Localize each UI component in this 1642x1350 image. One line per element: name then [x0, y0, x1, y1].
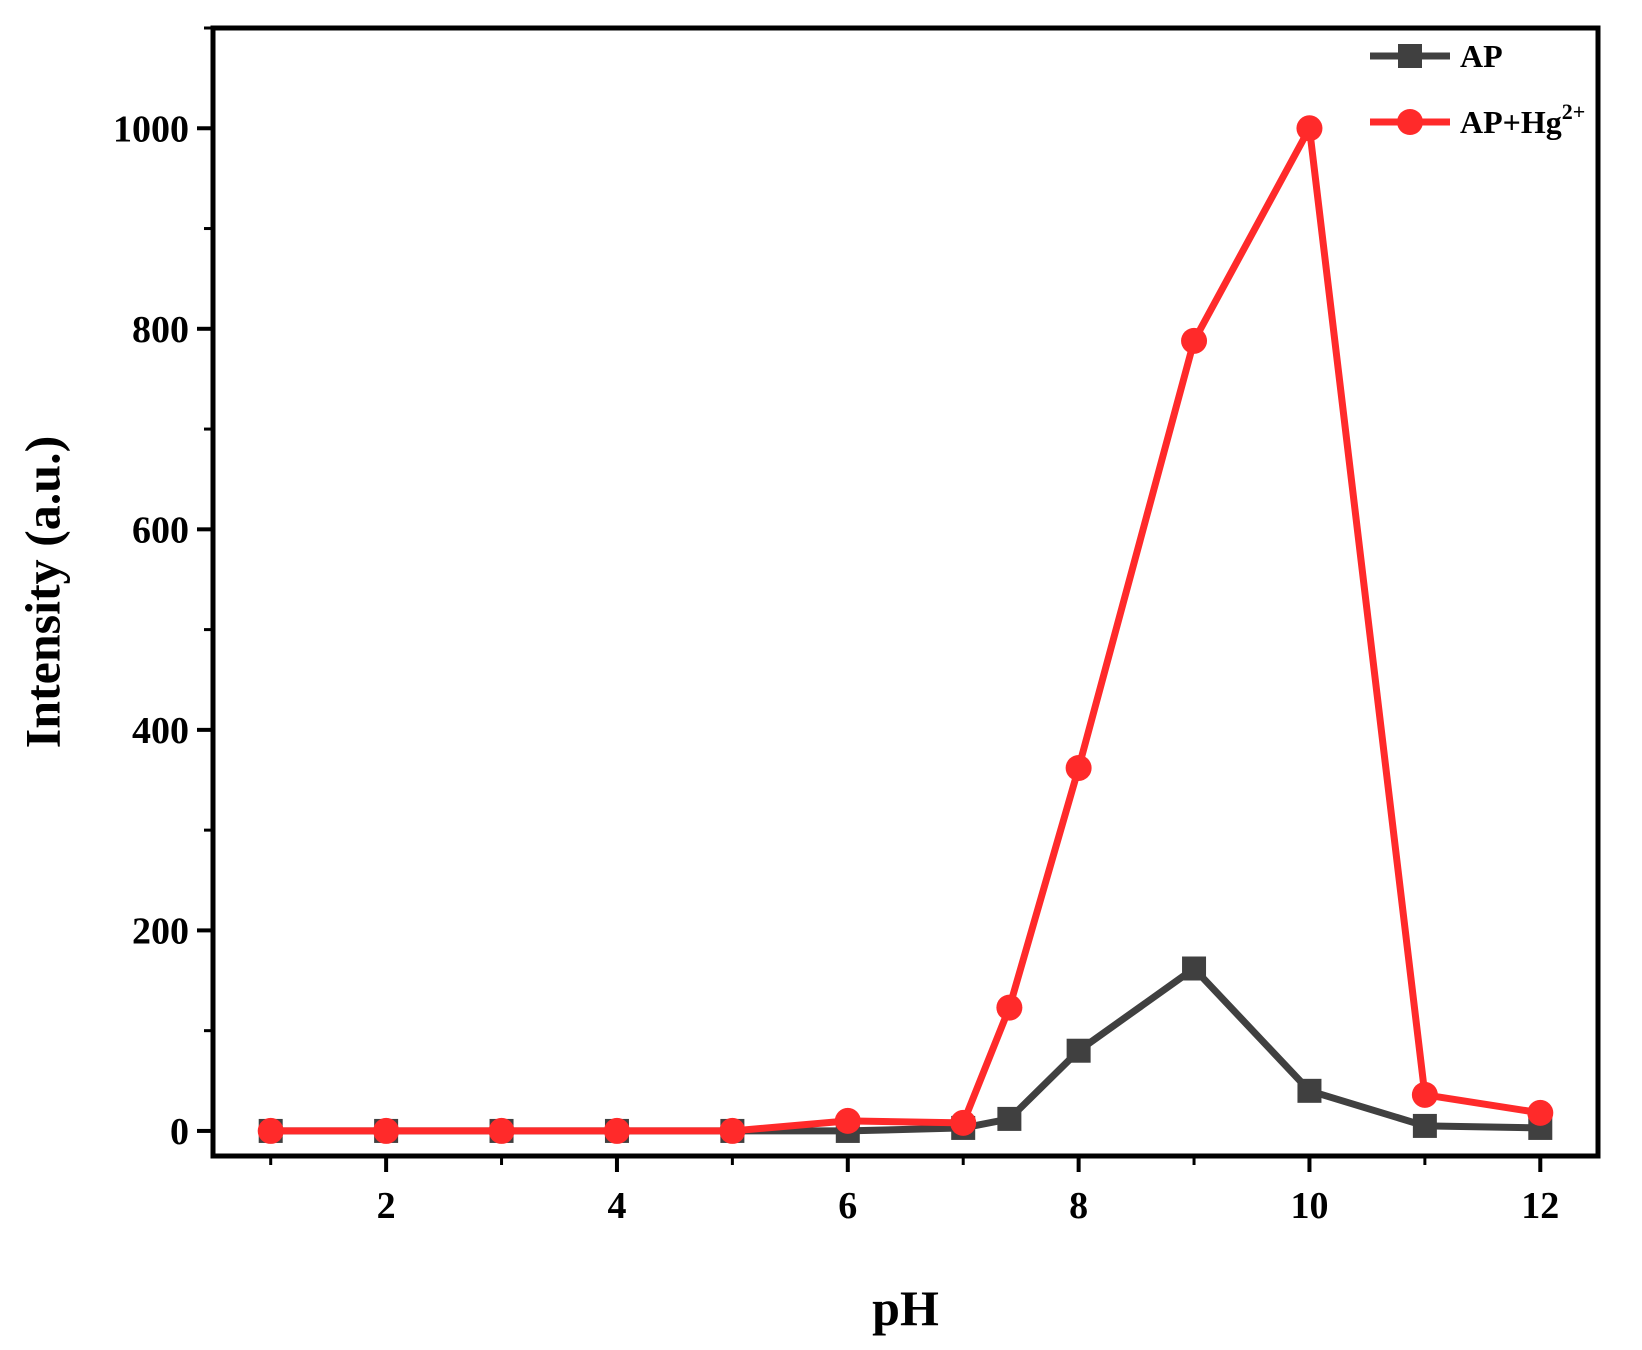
x-axis-title: pH: [872, 1280, 939, 1336]
plot-area: [210, 25, 1601, 1159]
series-line: [270, 965, 1541, 1135]
data-point: [1182, 956, 1207, 981]
legend-item: AP+Hg2+: [1370, 99, 1585, 140]
x-tick-label: 10: [1290, 1185, 1328, 1227]
data-point: [257, 1117, 284, 1144]
data-point: [1065, 754, 1092, 781]
data-point: [1297, 1078, 1322, 1103]
y-tick-label: 400: [132, 710, 189, 752]
data-point: [1412, 1113, 1437, 1138]
y-axis-title: Intensity (a.u.): [14, 436, 70, 749]
y-tick-label: 1000: [113, 108, 189, 150]
y-tick-label: 200: [132, 910, 189, 952]
y-axis: 0 200 400 600 800 1000: [113, 26, 213, 1153]
data-point: [719, 1117, 746, 1144]
legend-label: AP: [1460, 38, 1503, 74]
data-point: [950, 1109, 977, 1136]
data-point: [1527, 1099, 1554, 1126]
x-tick-label: 6: [838, 1185, 857, 1227]
data-point: [834, 1107, 861, 1134]
x-tick-label: 2: [377, 1185, 396, 1227]
y-tick-label: 800: [132, 309, 189, 351]
y-tick-label: 0: [170, 1111, 189, 1153]
data-point: [1181, 327, 1208, 354]
series-line: [270, 124, 1541, 1135]
legend-item: AP: [1370, 38, 1503, 74]
legend: AP AP+Hg2+: [1370, 38, 1585, 140]
x-axis: 2 4 6 8 10 12: [269, 1156, 1559, 1227]
legend-marker: [1397, 109, 1423, 135]
x-tick-label: 8: [1069, 1185, 1088, 1227]
legend-marker: [1398, 44, 1422, 68]
legend-label: AP+Hg2+: [1460, 99, 1585, 140]
x-tick-label: 12: [1521, 1185, 1559, 1227]
data-point: [1066, 1038, 1091, 1063]
series-2: [257, 115, 1554, 1144]
data-point: [1411, 1081, 1438, 1108]
series-layer: [257, 115, 1554, 1144]
data-point: [373, 1117, 400, 1144]
data-point: [996, 994, 1023, 1021]
data-point: [603, 1117, 630, 1144]
data-point: [1296, 115, 1323, 142]
data-point: [997, 1106, 1022, 1131]
data-point: [488, 1117, 515, 1144]
y-tick-label: 600: [132, 509, 189, 551]
plot-frame: [210, 25, 1601, 1159]
series-1: [258, 956, 1553, 1143]
x-tick-label: 4: [607, 1185, 626, 1227]
